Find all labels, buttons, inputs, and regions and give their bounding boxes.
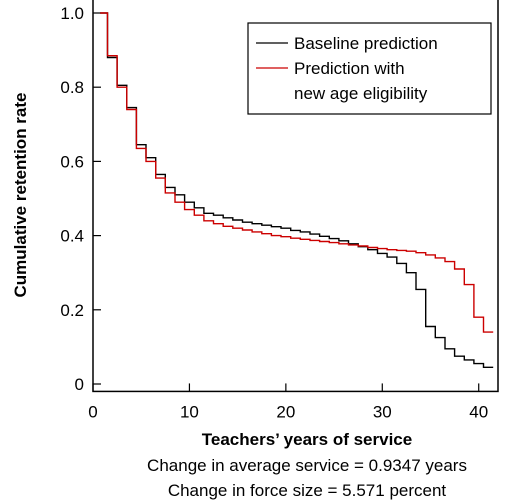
y-tick-label: 0.4 (60, 227, 84, 246)
y-axis-title: Cumulative retention rate (11, 93, 30, 298)
plot-frame (92, 0, 499, 393)
legend-label-new-age: Prediction with new age eligibility (294, 59, 428, 103)
y-tick-label: 0 (75, 375, 84, 394)
y-tick-label: 0.8 (60, 78, 84, 97)
annotation-force-size: Change in force size = 5.571 percent (168, 481, 447, 500)
x-axis-title: Teachers’ years of service (202, 430, 412, 449)
y-tick-label: 1.0 (60, 4, 84, 23)
legend: Baseline prediction Prediction with new a… (247, 22, 492, 115)
x-tick-label: 30 (373, 402, 392, 421)
annotation-average-service: Change in average service = 0.9347 years (147, 456, 467, 475)
x-tick-label: 40 (469, 402, 488, 421)
y-axis-ticks: 0 0.2 0.4 0.6 0.8 1.0 (60, 4, 101, 394)
legend-box (247, 22, 492, 115)
legend-label-baseline: Baseline prediction (294, 34, 438, 53)
y-tick-label: 0.6 (60, 152, 84, 171)
series-line-new-age (100, 12, 494, 333)
x-tick-label: 10 (180, 402, 199, 421)
x-tick-label: 0 (88, 402, 97, 421)
x-tick-label: 20 (276, 402, 295, 421)
y-tick-label: 0.2 (60, 301, 84, 320)
series-layer (100, 12, 494, 368)
x-axis-ticks: 0 10 20 30 40 (88, 383, 488, 421)
